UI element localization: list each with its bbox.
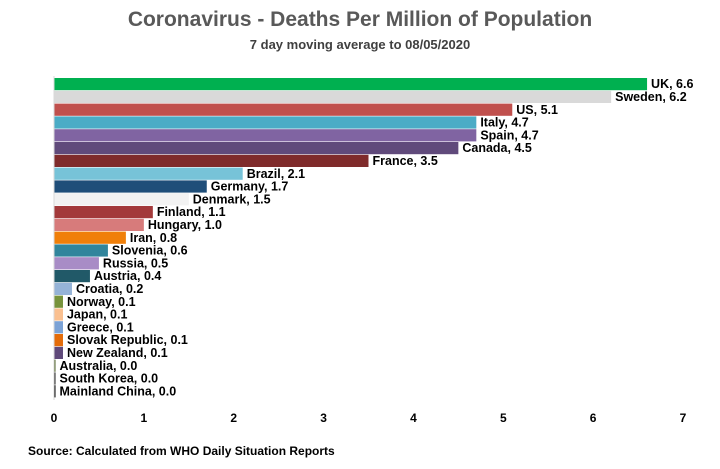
x-tick-label-4: 4 [410, 411, 417, 425]
bar-canada [54, 142, 459, 155]
bar-south-korea [54, 372, 56, 385]
bar-us [54, 103, 513, 116]
bar-label-new-zealand: New Zealand, 0.1 [67, 346, 168, 360]
bar-label-italy: Italy, 4.7 [480, 116, 528, 130]
bar-spain [54, 129, 477, 142]
bar-label-japan: Japan, 0.1 [67, 308, 127, 322]
bar-label-canada: Canada, 4.5 [462, 141, 532, 155]
bar-label-germany: Germany, 1.7 [211, 180, 289, 194]
bar-denmark [54, 193, 189, 206]
bar-russia [54, 257, 99, 270]
bar-label-uk: UK, 6.6 [651, 77, 693, 91]
bar-label-hungary: Hungary, 1.0 [148, 218, 222, 232]
x-tick-label-1: 1 [141, 411, 148, 425]
x-tick-label-6: 6 [590, 411, 597, 425]
bar-sweden [54, 90, 612, 103]
bar-label-austria: Austria, 0.4 [94, 269, 161, 283]
bar-label-mainland-china: Mainland China, 0.0 [60, 384, 177, 398]
bar-label-croatia: Croatia, 0.2 [76, 282, 143, 296]
bar-label-finland: Finland, 1.1 [157, 205, 226, 219]
bar-brazil [54, 167, 243, 180]
bar-label-sweden: Sweden, 6.2 [615, 90, 687, 104]
bar-greece [54, 321, 63, 334]
bar-label-iran: Iran, 0.8 [130, 231, 177, 245]
bar-austria [54, 270, 90, 283]
bar-hungary [54, 218, 144, 231]
bar-new-zealand [54, 346, 63, 359]
bar-iran [54, 231, 126, 244]
bar-france [54, 154, 369, 167]
bar-label-slovenia: Slovenia, 0.6 [112, 244, 188, 258]
bar-label-australia: Australia, 0.0 [60, 359, 138, 373]
chart-title: Coronavirus - Deaths Per Million of Popu… [127, 8, 593, 31]
bar-slovenia [54, 244, 108, 257]
bar-label-france: France, 3.5 [373, 154, 438, 168]
x-tick-label-2: 2 [230, 411, 237, 425]
bar-label-us: US, 5.1 [516, 103, 558, 117]
bar-label-slovak-republic: Slovak Republic, 0.1 [67, 333, 188, 347]
bar-label-south-korea: South Korea, 0.0 [60, 372, 159, 386]
bar-croatia [54, 282, 72, 295]
bar-norway [54, 295, 63, 308]
bar-label-russia: Russia, 0.5 [103, 256, 168, 270]
bar-germany [54, 180, 207, 193]
bar-australia [54, 359, 56, 372]
bar-italy [54, 116, 477, 129]
bar-label-spain: Spain, 4.7 [480, 128, 538, 142]
x-tick-label-5: 5 [500, 411, 507, 425]
bar-label-norway: Norway, 0.1 [67, 295, 136, 309]
x-tick-label-7: 7 [680, 411, 687, 425]
bar-uk [54, 78, 648, 91]
chart-subtitle: 7 day moving average to 08/05/2020 [249, 37, 471, 52]
bars-group [54, 78, 648, 398]
source-note: Source: Calculated from WHO Daily Situat… [28, 444, 335, 458]
bar-label-brazil: Brazil, 2.1 [247, 167, 305, 181]
bar-label-greece: Greece, 0.1 [67, 320, 134, 334]
bar-japan [54, 308, 63, 321]
bar-finland [54, 206, 153, 219]
bar-label-denmark: Denmark, 1.5 [193, 192, 271, 206]
x-axis-ticks-group: 0 1 2 3 4 5 6 7 [51, 411, 687, 425]
x-tick-label-0: 0 [51, 411, 58, 425]
x-tick-label-3: 3 [320, 411, 327, 425]
bar-slovak-republic [54, 334, 63, 347]
bar-mainland-china [54, 385, 56, 398]
